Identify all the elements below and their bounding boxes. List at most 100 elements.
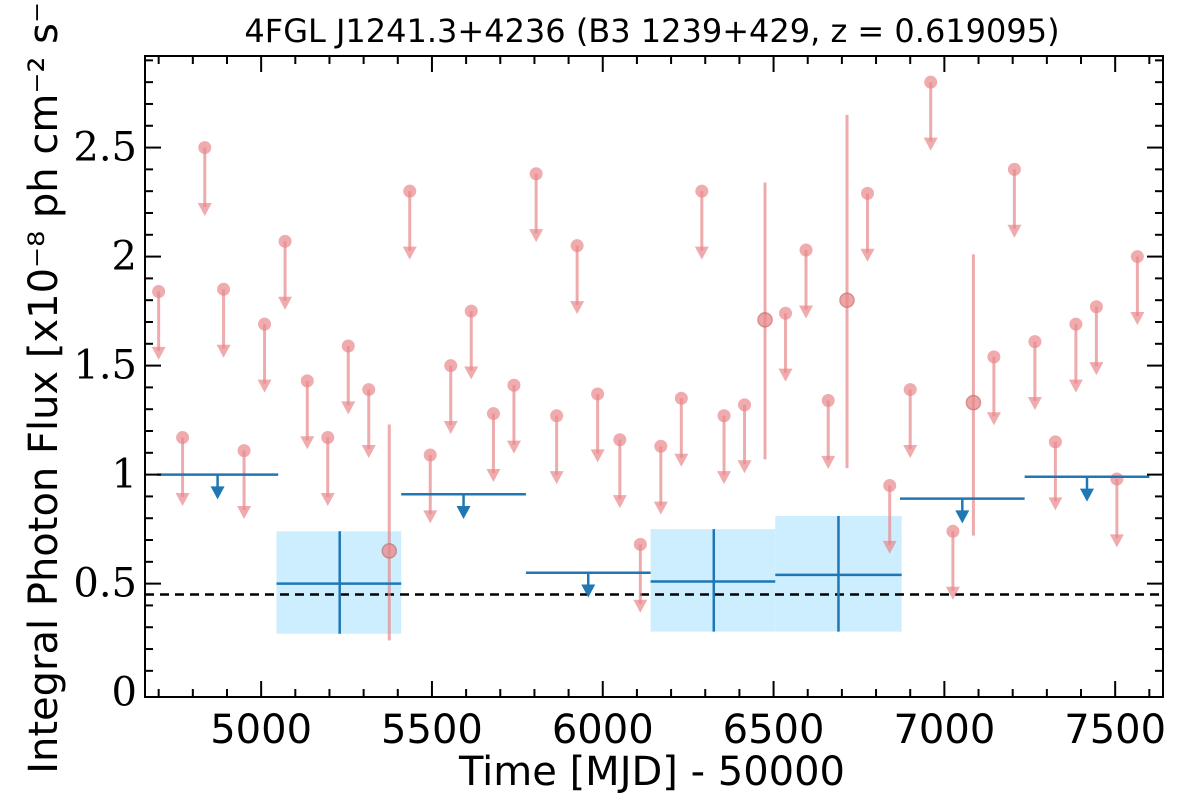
upper-limit-arrow (778, 368, 793, 382)
short-upper-limit (237, 444, 252, 520)
long-upper-limit (1024, 475, 1150, 502)
short-upper-limit (570, 239, 585, 315)
short-upper-limit (1007, 162, 1022, 238)
upper-limit-arrow (1068, 379, 1083, 393)
upper-limit-arrow (581, 584, 596, 598)
upper-limit-marker (423, 448, 437, 462)
upper-limit-arrow (1048, 497, 1063, 511)
short-upper-limit (945, 524, 960, 600)
upper-limit-marker (198, 141, 212, 155)
short-upper-limit (717, 409, 732, 485)
detection-marker (381, 543, 398, 559)
short-upper-limit (882, 479, 897, 554)
short-upper-limit (278, 234, 293, 310)
short-upper-limit (923, 75, 938, 151)
upper-limit-marker (403, 184, 417, 198)
short-upper-limit (1089, 300, 1104, 376)
detection-marker (757, 312, 773, 328)
long-detection-point (650, 529, 776, 632)
x-tick-label: 5500 (381, 707, 483, 753)
upper-limit-arrow (955, 510, 970, 524)
upper-limit-arrow (278, 296, 293, 310)
upper-limit-arrow (1109, 534, 1124, 548)
x-axis-label: Time [MJD] - 50000 (458, 749, 845, 795)
short-upper-limit (737, 398, 752, 474)
short-upper-limit (799, 243, 814, 319)
short-detection-point (839, 114, 855, 469)
upper-limit-marker (1130, 250, 1144, 264)
plot-frame (144, 55, 1164, 698)
short-detection-point (757, 182, 773, 460)
upper-limit-marker (486, 407, 500, 421)
upper-limit-marker (1089, 300, 1103, 314)
upper-limit-marker (152, 284, 166, 298)
upper-limit-arrow (570, 301, 585, 315)
short-upper-limit (486, 407, 501, 482)
upper-limit-arrow (361, 444, 376, 458)
chart-title-text: 4FGL J1241.3+4236 (B3 1239+429, z = 0.61… (244, 12, 1059, 50)
upper-limit-arrow (300, 436, 315, 450)
upper-limit-arrow (423, 510, 438, 524)
upper-limit-arrow (320, 492, 335, 506)
upper-limit-marker (550, 409, 564, 423)
upper-limit-marker (444, 359, 458, 373)
upper-limit-marker (946, 524, 960, 538)
short-upper-limit (674, 391, 689, 467)
upper-limit-arrow (882, 540, 897, 554)
upper-limit-arrow (237, 506, 252, 520)
y-axis-label: Integral Photon Flux [x10⁻⁸ ph cm⁻² s⁻¹] (21, 0, 67, 774)
chart-title: 4FGL J1241.3+4236 (B3 1239+429, z = 0.61… (244, 12, 1059, 50)
upper-limit-marker (570, 239, 584, 253)
upper-limit-marker (1048, 435, 1062, 449)
axis-ticks (145, 56, 1163, 697)
short-upper-limit (590, 387, 605, 463)
upper-limit-marker (613, 433, 627, 447)
y-tick-label: 1 (112, 452, 137, 498)
upper-limit-marker (341, 339, 355, 353)
upper-limit-arrow (216, 344, 231, 358)
upper-limit-marker (903, 383, 917, 397)
long-detection-point (775, 516, 902, 632)
short-upper-limit (1027, 335, 1042, 411)
y-tick-label: 2 (112, 234, 137, 280)
short-upper-limit (1109, 472, 1124, 548)
upper-limit-arrow (443, 421, 458, 435)
upper-limit-arrow (674, 453, 689, 467)
upper-limit-arrow (1130, 311, 1145, 325)
upper-limit-marker (529, 167, 543, 181)
upper-limit-arrow (633, 599, 648, 613)
upper-limit-arrow (860, 248, 875, 262)
upper-limit-arrow (653, 501, 668, 515)
upper-limit-arrow (737, 460, 752, 474)
detection-marker (965, 394, 982, 411)
x-tick-label: 6500 (723, 707, 825, 753)
upper-limit-marker (176, 431, 190, 445)
tick-labels: 5000 5500 6000 6500 7000 7500 0 0.5 1 1.5 2 2.5 (73, 125, 1166, 753)
short-upper-limit (320, 431, 335, 506)
upper-limit-arrow (175, 492, 190, 506)
y-tick-label: 1.5 (73, 343, 137, 389)
upper-limit-arrow (210, 486, 225, 500)
upper-limit-arrow (923, 137, 938, 151)
short-upper-limit (197, 141, 212, 216)
short-upper-limit (1068, 317, 1083, 393)
upper-limit-arrow (612, 495, 627, 509)
upper-limit-marker (278, 234, 292, 248)
upper-limit-arrow (799, 305, 814, 319)
short-upper-limit (423, 448, 438, 524)
y-tick-label: 2.5 (73, 125, 137, 171)
short-upper-limit (341, 339, 356, 415)
upper-limit-marker (799, 243, 813, 257)
upper-limit-marker (1110, 472, 1124, 486)
upper-limit-arrow (402, 246, 417, 260)
upper-limit-marker (821, 393, 835, 407)
upper-limit-marker (861, 186, 875, 200)
short-upper-limit (549, 409, 564, 485)
upper-limit-arrow (1007, 224, 1022, 238)
short-detection-point (965, 254, 982, 536)
upper-limit-marker (633, 537, 647, 551)
long-upper-limit (401, 492, 526, 520)
upper-limit-arrow (1079, 488, 1094, 502)
upper-limit-marker (217, 282, 231, 296)
long-bin-series (156, 473, 1150, 634)
